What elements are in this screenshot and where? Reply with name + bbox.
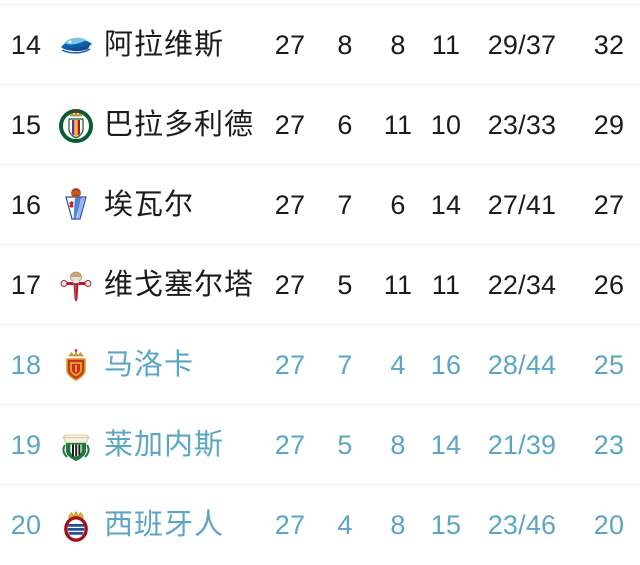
win-cell: 5 [337,270,353,300]
draw-cell: 8 [390,430,406,460]
goals-cell: 23/46 [487,510,557,540]
rank-cell: 15 [10,110,42,140]
alaves-crest-icon [56,25,96,65]
draw-cell: 11 [383,270,413,300]
loss-cell: 16 [430,350,462,380]
goals-cell: 29/37 [487,30,557,60]
win-cell: 6 [337,110,353,140]
played-cell: 27 [274,430,306,460]
rank-cell: 17 [10,270,42,300]
espanyol-crest-icon [56,505,96,545]
row-divider [0,324,640,325]
rank-cell: 14 [10,30,42,60]
goals-cell: 27/41 [487,190,557,220]
draw-cell: 8 [390,30,406,60]
celta-vigo-crest-icon [56,265,96,305]
row-divider [0,404,640,405]
table-row[interactable]: 16 埃瓦尔 27 7 6 14 27/41 27 [0,165,640,245]
points-cell: 29 [593,110,625,140]
goals-cell: 21/39 [487,430,557,460]
win-cell: 8 [337,30,353,60]
loss-cell: 10 [430,110,462,140]
table-row[interactable]: 15 巴拉多利德 27 6 11 10 23/33 29 [0,85,640,165]
mallorca-crest-icon [56,345,96,385]
played-cell: 27 [274,190,306,220]
table-row[interactable]: 19 莱加内斯 27 5 8 14 21/39 23 [0,405,640,485]
goals-cell: 23/33 [487,110,557,140]
draw-cell: 11 [383,110,413,140]
win-cell: 5 [337,430,353,460]
rank-cell: 18 [10,350,42,380]
played-cell: 27 [274,350,306,380]
rank-cell: 16 [10,190,42,220]
points-cell: 23 [593,430,625,460]
row-divider [0,164,640,165]
team-name-cell[interactable]: 巴拉多利德 [104,109,255,141]
draw-cell: 8 [390,510,406,540]
goals-cell: 28/44 [487,350,557,380]
valladolid-crest-icon [56,105,96,145]
draw-cell: 4 [390,350,406,380]
rank-cell: 19 [10,430,42,460]
draw-cell: 6 [390,190,406,220]
played-cell: 27 [274,110,306,140]
table-top-divider [0,4,640,5]
table-row[interactable]: 17 维戈塞尔塔 27 5 11 11 22/34 26 [0,245,640,325]
points-cell: 25 [593,350,625,380]
table-row[interactable]: 18 马洛卡 27 7 4 16 28/44 25 [0,325,640,405]
goals-cell: 22/34 [487,270,557,300]
team-name-cell[interactable]: 马洛卡 [104,349,195,381]
points-cell: 27 [593,190,625,220]
team-name-cell[interactable]: 莱加内斯 [104,429,225,461]
rank-cell: 20 [10,510,42,540]
row-divider [0,84,640,85]
points-cell: 26 [593,270,625,300]
table-row[interactable]: 20 西班牙人 27 4 8 15 23/46 20 [0,485,640,565]
points-cell: 20 [593,510,625,540]
played-cell: 27 [274,510,306,540]
team-name-cell[interactable]: 维戈塞尔塔 [104,269,255,301]
loss-cell: 14 [430,430,462,460]
win-cell: 4 [337,510,353,540]
loss-cell: 11 [431,270,461,300]
table-row[interactable]: 14 阿拉维斯 27 8 8 11 29/37 32 [0,5,640,85]
played-cell: 27 [274,270,306,300]
loss-cell: 11 [431,30,461,60]
leganes-crest-icon [56,425,96,465]
eibar-crest-icon [56,185,96,225]
team-name-cell[interactable]: 西班牙人 [104,509,225,541]
row-divider [0,244,640,245]
win-cell: 7 [337,350,353,380]
played-cell: 27 [274,30,306,60]
win-cell: 7 [337,190,353,220]
team-name-cell[interactable]: 阿拉维斯 [104,29,225,61]
points-cell: 32 [593,30,625,60]
team-name-cell[interactable]: 埃瓦尔 [104,189,195,221]
row-divider [0,484,640,485]
loss-cell: 14 [430,190,462,220]
loss-cell: 15 [430,510,462,540]
